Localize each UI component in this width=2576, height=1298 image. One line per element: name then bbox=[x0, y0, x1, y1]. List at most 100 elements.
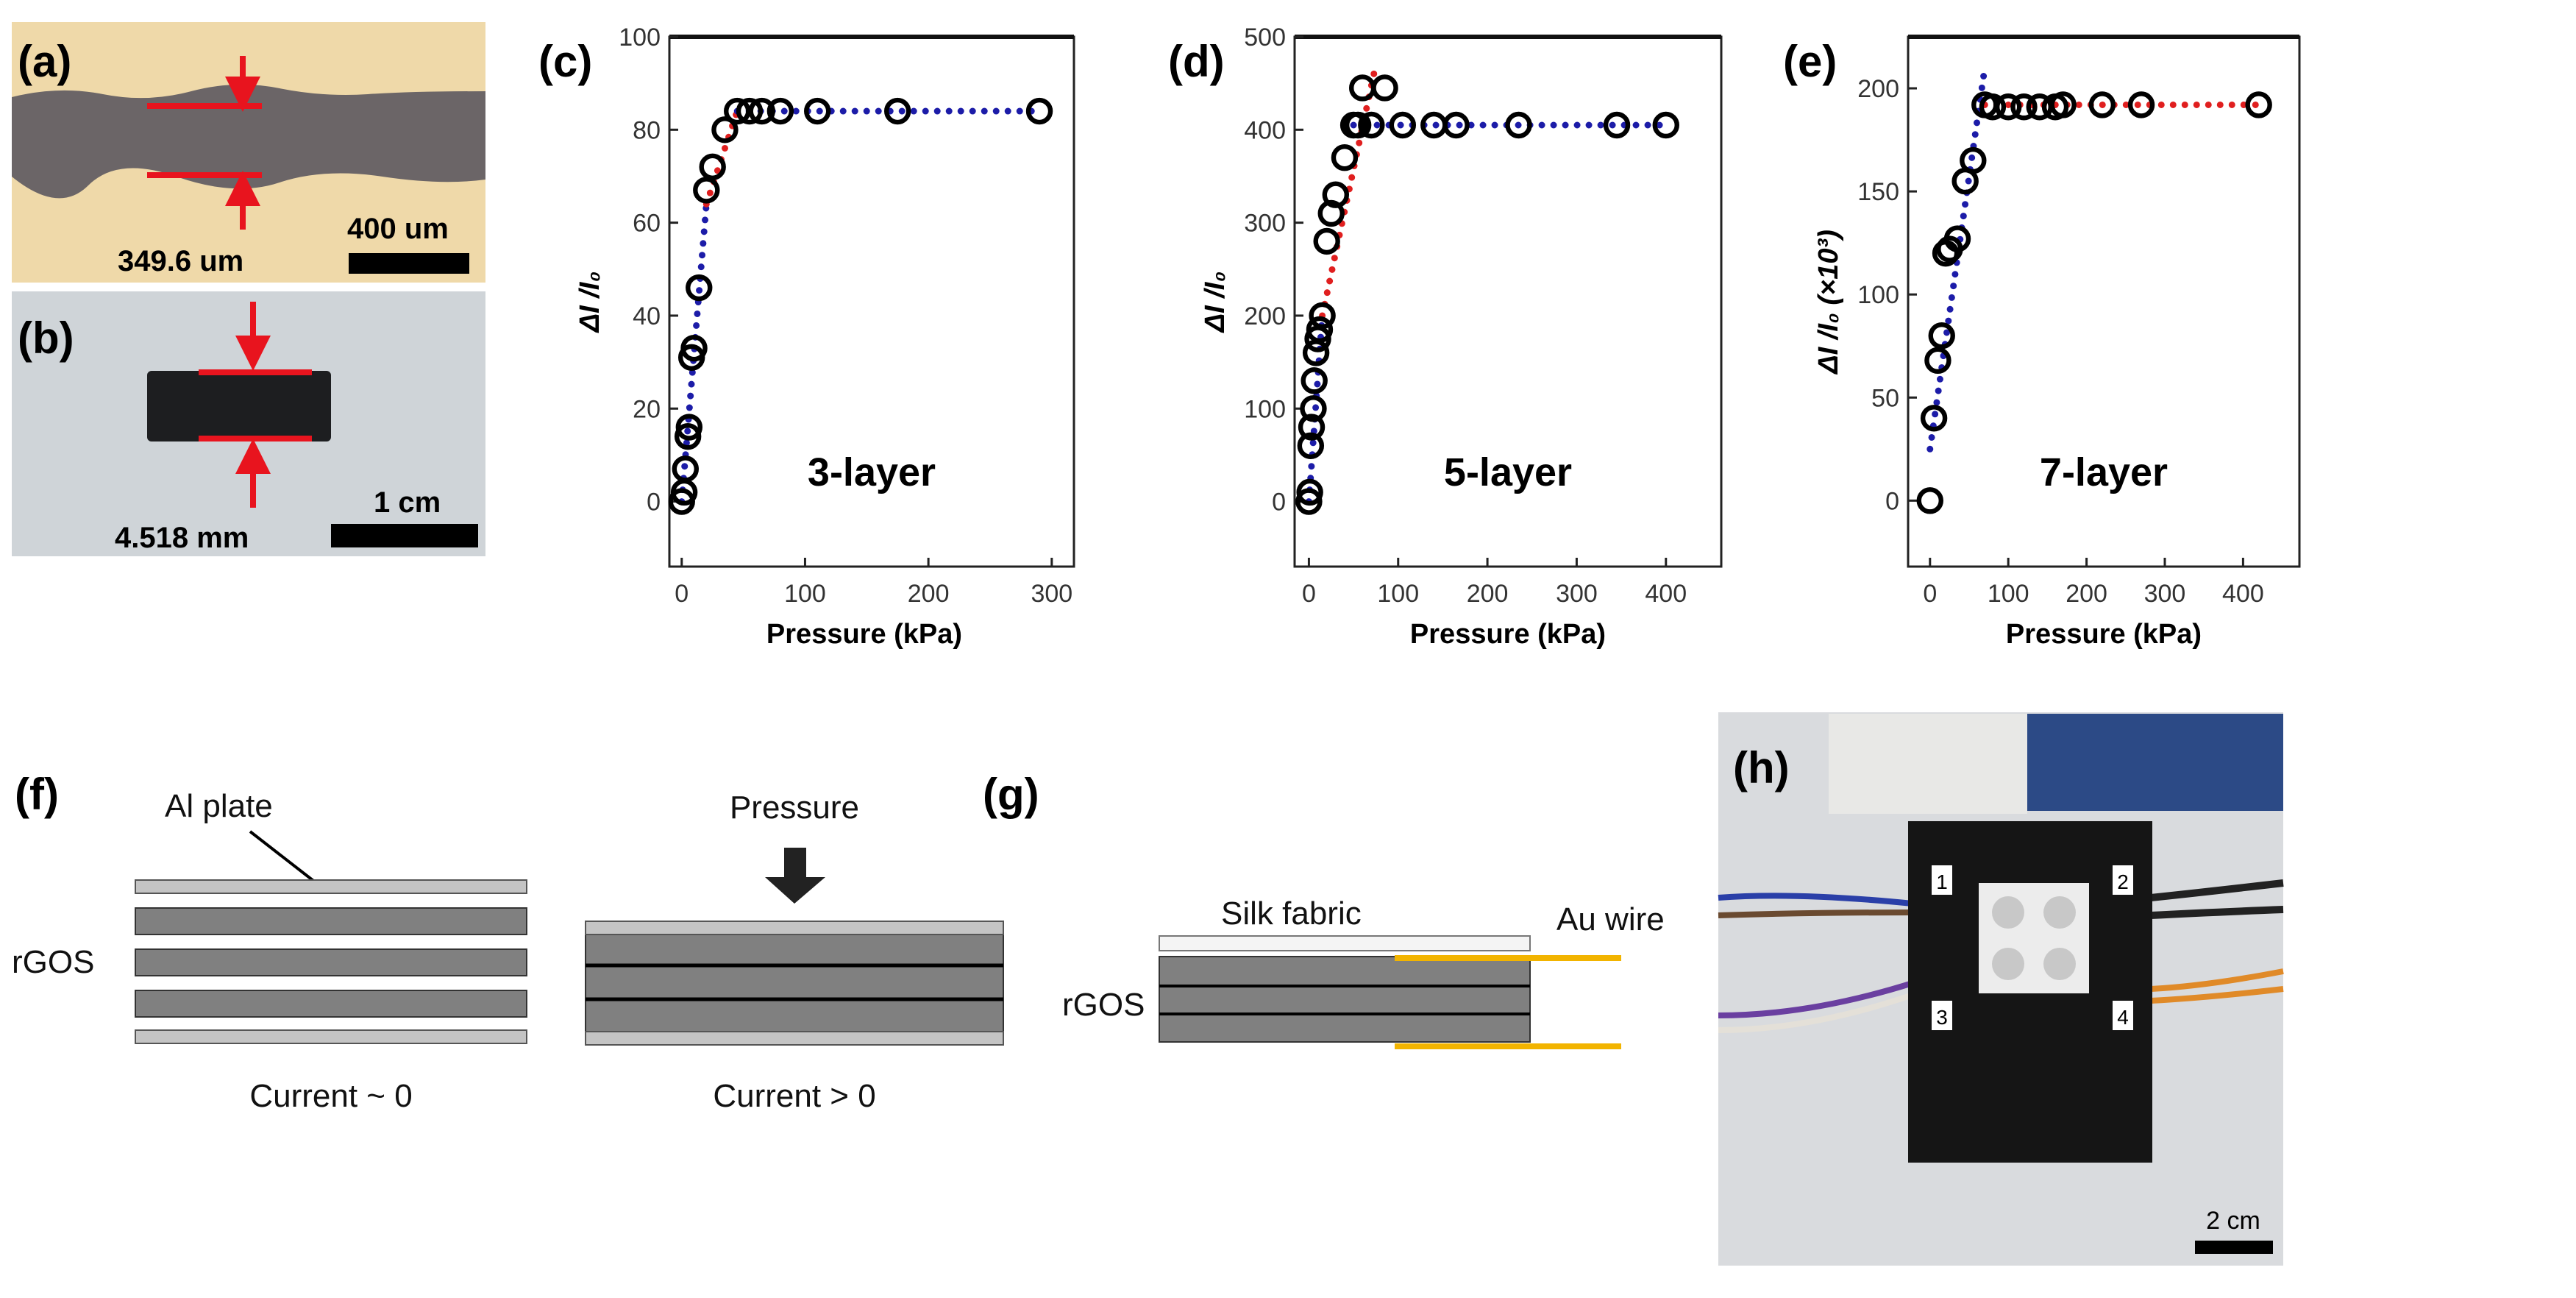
x-tick-label: 400 bbox=[2222, 580, 2264, 608]
x-tick-label: 200 bbox=[2066, 580, 2107, 608]
data-point bbox=[1296, 478, 1323, 506]
data-point bbox=[766, 97, 794, 125]
x-tick-label: 0 bbox=[675, 580, 689, 608]
y-tick-label: 500 bbox=[1244, 24, 1286, 52]
data-point bbox=[2049, 91, 2077, 118]
pointer-line bbox=[249, 830, 318, 884]
data-point bbox=[1928, 322, 1955, 350]
microcontroller-board bbox=[2027, 714, 2283, 811]
data-point bbox=[724, 97, 751, 125]
y-tick-label: 200 bbox=[1244, 302, 1286, 330]
data-point bbox=[1920, 405, 1948, 432]
y-tick-label: 60 bbox=[633, 210, 661, 238]
panel-label: (c) bbox=[538, 37, 592, 86]
x-tick-label: 0 bbox=[1923, 580, 1937, 608]
fit-line-red bbox=[1319, 61, 1379, 319]
y-axis-label: ΔI /I₀ (×10³) bbox=[1813, 230, 1844, 375]
scale-bar-label: 400 um bbox=[347, 213, 449, 245]
data-point bbox=[699, 153, 726, 181]
silk-sensor-pad bbox=[1979, 883, 2089, 993]
data-point bbox=[672, 455, 699, 483]
pixel-label-2: 2 bbox=[2117, 870, 2129, 893]
y-tick-label: 40 bbox=[633, 302, 661, 330]
panel-h-photo: 1 2 3 4 (h) 2 cm bbox=[1718, 712, 2284, 1266]
chart-d: 0 100 200 300 400 0 100 200 300 400 500 Pressure (k… bbox=[1168, 24, 1723, 650]
scale-bar bbox=[349, 253, 469, 274]
y-tick-label: 50 bbox=[1871, 384, 1899, 412]
compressed-stack bbox=[585, 921, 1004, 1046]
x-tick-label: 100 bbox=[784, 580, 826, 608]
panel-h-label: (h) bbox=[1733, 743, 1790, 792]
data-point bbox=[1371, 74, 1398, 102]
chart-e: 0 100 200 300 400 0 50 100 150 200 Pressure (kPa) Δ… bbox=[1783, 35, 2301, 650]
y-axis-label: ΔI /I₀ bbox=[1200, 272, 1231, 334]
chart-c: 0 100 200 300 0 20 40 60 80 100 Pressure (kPa) ΔI /… bbox=[538, 24, 1075, 650]
al-plate-label: Al plate bbox=[165, 788, 273, 824]
layer-annotation: 3-layer bbox=[808, 450, 936, 494]
data-point bbox=[1309, 302, 1336, 330]
scale-bar-label: 2 cm bbox=[2206, 1207, 2260, 1235]
silk-fabric-label: Silk fabric bbox=[1221, 896, 1362, 932]
y-tick-label: 80 bbox=[633, 116, 661, 144]
y-tick-label: 100 bbox=[1244, 395, 1286, 423]
rgos-label: rGOS bbox=[1062, 987, 1145, 1023]
pixel-label-1: 1 bbox=[1936, 870, 1948, 893]
fit-line-blue bbox=[1926, 64, 1988, 453]
data-point bbox=[1301, 367, 1328, 394]
data-point bbox=[1994, 93, 2022, 121]
data-point bbox=[1979, 93, 2007, 121]
x-tick-label: 100 bbox=[1988, 580, 2029, 608]
data-point bbox=[1389, 111, 1417, 139]
panel-f-diagram: (f) Al plate rGOS Current ~ 0 Pressure C… bbox=[12, 770, 1004, 1114]
fit-line-blue bbox=[1305, 312, 1326, 506]
panel-a-micrograph: (a) 349.6 um 400 um bbox=[12, 22, 485, 283]
y-tick-label: 20 bbox=[633, 395, 661, 423]
silk-fabric bbox=[1159, 935, 1531, 951]
data-point bbox=[2010, 93, 2038, 121]
x-tick-label: 300 bbox=[1556, 580, 1598, 608]
data-point bbox=[680, 334, 708, 362]
charts: 0 100 200 300 0 20 40 60 80 100 Pressure (kPa) ΔI /… bbox=[538, 24, 2301, 650]
data-point bbox=[804, 97, 831, 125]
data-point bbox=[1358, 111, 1385, 139]
panel-label: (e) bbox=[1783, 37, 1837, 86]
data-point bbox=[675, 414, 703, 441]
data-point bbox=[674, 422, 702, 450]
data-point bbox=[711, 116, 739, 143]
layer-annotation: 5-layer bbox=[1444, 450, 1572, 494]
current-off-label: Current ~ 0 bbox=[249, 1078, 412, 1114]
data-point bbox=[1313, 227, 1340, 255]
x-tick-label: 300 bbox=[1031, 580, 1072, 608]
x-tick-label: 200 bbox=[908, 580, 950, 608]
scale-bar bbox=[2195, 1241, 2273, 1254]
data-point bbox=[1344, 111, 1372, 139]
data-point bbox=[1960, 146, 1987, 174]
data-point bbox=[1322, 181, 1350, 208]
y-tick-label: 150 bbox=[1857, 178, 1899, 206]
data-point bbox=[686, 274, 713, 302]
scale-bar-label: 1 cm bbox=[374, 486, 441, 519]
rgos-label: rGOS bbox=[12, 944, 94, 980]
rgos-layer bbox=[135, 907, 527, 935]
y-tick-label: 0 bbox=[647, 489, 661, 517]
data-point bbox=[1505, 111, 1532, 139]
data-point bbox=[1306, 316, 1334, 344]
data-point bbox=[1300, 395, 1327, 422]
x-axis-label: Pressure (kPa) bbox=[2006, 619, 2202, 650]
x-tick-label: 400 bbox=[1645, 580, 1687, 608]
y-tick-label: 300 bbox=[1244, 210, 1286, 238]
panel-label: (d) bbox=[1168, 37, 1225, 86]
pressure-arrow-icon bbox=[765, 848, 825, 904]
x-axis-label: Pressure (kPa) bbox=[1410, 619, 1606, 650]
layer-annotation: 7-layer bbox=[2040, 450, 2168, 494]
x-tick-label: 0 bbox=[1302, 580, 1316, 608]
data-point bbox=[1298, 414, 1326, 441]
current-on-label: Current > 0 bbox=[713, 1078, 875, 1114]
data-point bbox=[748, 97, 775, 125]
panel-a-label: (a) bbox=[18, 37, 71, 86]
panel-g-label: (g) bbox=[983, 770, 1039, 819]
data-point bbox=[884, 97, 911, 125]
x-tick-label: 100 bbox=[1377, 580, 1419, 608]
pixel-label-4: 4 bbox=[2117, 1006, 2129, 1029]
